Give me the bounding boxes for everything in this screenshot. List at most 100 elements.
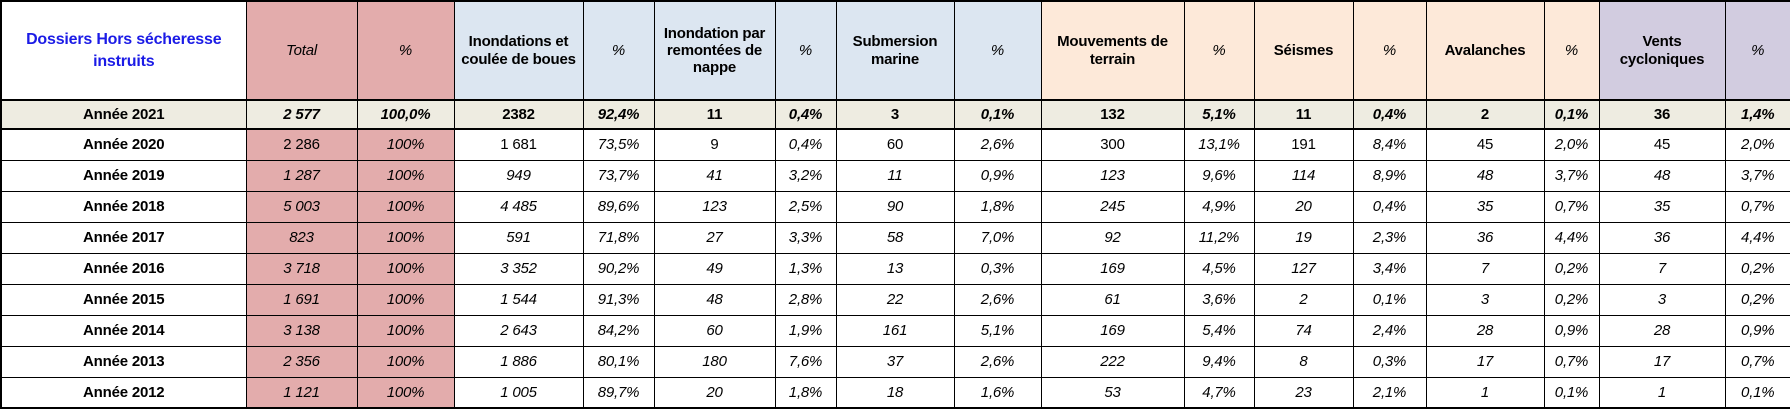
column-header-9: %	[1183, 0, 1255, 101]
table-cell: 35	[1425, 190, 1545, 223]
table-row: Année 2018 5 003 100% 4 485 89,6% 123 2,5% 90 1,…	[0, 190, 1790, 223]
table-cell: 823	[245, 221, 358, 254]
table-cell: 100%	[356, 283, 455, 316]
table-cell: 1 121	[245, 376, 358, 409]
table-cell: 8	[1253, 345, 1354, 378]
table-cell: 3,2%	[774, 159, 837, 192]
table-cell: 0,3%	[953, 252, 1042, 285]
table-cell: 300	[1040, 128, 1185, 161]
table-cell: 0,2%	[1543, 252, 1600, 285]
column-header-3: %	[582, 0, 655, 101]
table-cell: 100%	[356, 221, 455, 254]
table-cell: 80,1%	[582, 345, 655, 378]
table-cell: 0,2%	[1724, 252, 1790, 285]
table-cell: 60	[653, 314, 776, 347]
table-cell: 2,3%	[1352, 221, 1427, 254]
table-cell: 19	[1253, 221, 1354, 254]
table-cell: 90,2%	[582, 252, 655, 285]
table-cell: 100%	[356, 159, 455, 192]
table-cell: 949	[453, 159, 584, 192]
row-label: Année 2013	[0, 345, 247, 378]
table-cell: 2,6%	[953, 345, 1042, 378]
table-cell: 2	[1253, 283, 1354, 316]
table-cell: 2,4%	[1352, 314, 1427, 347]
table-cell: 100,0%	[356, 99, 455, 130]
column-header-0: Total	[245, 0, 358, 101]
table-cell: 37	[835, 345, 955, 378]
table-cell: 22	[835, 283, 955, 316]
table-cell: 100%	[356, 314, 455, 347]
row-label: Année 2015	[0, 283, 247, 316]
table-cell: 89,6%	[582, 190, 655, 223]
table-cell: 73,5%	[582, 128, 655, 161]
table-cell: 0,9%	[1543, 314, 1600, 347]
table-cell: 591	[453, 221, 584, 254]
table-cell: 23	[1253, 376, 1354, 409]
table-cell: 7	[1598, 252, 1726, 285]
row-label: Année 2019	[0, 159, 247, 192]
table-cell: 2,0%	[1724, 128, 1790, 161]
table-cell: 4,5%	[1183, 252, 1255, 285]
table-cell: 73,7%	[582, 159, 655, 192]
table-cell: 60	[835, 128, 955, 161]
column-header-15: %	[1724, 0, 1790, 101]
table-cell: 36	[1425, 221, 1545, 254]
row-label: Année 2021	[0, 99, 247, 130]
table-cell: 36	[1598, 221, 1726, 254]
table-cell: 11	[835, 159, 955, 192]
table-cell: 1,8%	[774, 376, 837, 409]
table-row: Année 2017 823 100% 591 71,8% 27 3,3% 58 7,0% 92 1…	[0, 221, 1790, 254]
table-cell: 2	[1425, 99, 1545, 130]
table-cell: 9,6%	[1183, 159, 1255, 192]
table-cell: 61	[1040, 283, 1185, 316]
table-cell: 123	[1040, 159, 1185, 192]
table-cell: 17	[1598, 345, 1726, 378]
column-header-14: Vents cycloniques	[1598, 0, 1726, 101]
table-cell: 48	[653, 283, 776, 316]
table-cell: 2382	[453, 99, 584, 130]
table-cell: 2,0%	[1543, 128, 1600, 161]
table-cell: 4 485	[453, 190, 584, 223]
table-cell: 100%	[356, 190, 455, 223]
table-cell: 100%	[356, 252, 455, 285]
table-cell: 53	[1040, 376, 1185, 409]
column-header-2: Inondations et coulée de boues	[453, 0, 584, 101]
table-cell: 161	[835, 314, 955, 347]
table-cell: 89,7%	[582, 376, 655, 409]
table-cell: 1	[1598, 376, 1726, 409]
table-cell: 92,4%	[582, 99, 655, 130]
table-cell: 4,4%	[1724, 221, 1790, 254]
table-cell: 41	[653, 159, 776, 192]
table-cell: 222	[1040, 345, 1185, 378]
table-cell: 0,2%	[1543, 283, 1600, 316]
table-cell: 2 286	[245, 128, 358, 161]
column-header-11: %	[1352, 0, 1427, 101]
table-title: Dossiers Hors sécheresse instruits	[1, 1, 247, 101]
table-cell: 17	[1425, 345, 1545, 378]
table-cell: 28	[1425, 314, 1545, 347]
column-header-12: Avalanches	[1425, 0, 1545, 101]
table-cell: 8,4%	[1352, 128, 1427, 161]
table-cell: 0,7%	[1543, 190, 1600, 223]
row-label: Année 2018	[0, 190, 247, 223]
table-cell: 132	[1040, 99, 1185, 130]
table-cell: 0,7%	[1724, 190, 1790, 223]
table-cell: 4,7%	[1183, 376, 1255, 409]
table-cell: 2,5%	[774, 190, 837, 223]
table-cell: 100%	[356, 128, 455, 161]
table-cell: 5,4%	[1183, 314, 1255, 347]
table-cell: 3 718	[245, 252, 358, 285]
table-row: Année 2015 1 691 100% 1 544 91,3% 48 2,8% 22 2,6…	[0, 283, 1790, 316]
table-cell: 36	[1598, 99, 1726, 130]
table-cell: 11	[653, 99, 776, 130]
table-cell: 0,1%	[1543, 376, 1600, 409]
table-cell: 28	[1598, 314, 1726, 347]
table-cell: 0,1%	[1724, 376, 1790, 409]
table-cell: 84,2%	[582, 314, 655, 347]
table-cell: 45	[1425, 128, 1545, 161]
column-header-7: %	[953, 0, 1042, 101]
table-cell: 1	[1425, 376, 1545, 409]
table-cell: 0,7%	[1724, 345, 1790, 378]
table-cell: 13,1%	[1183, 128, 1255, 161]
table-cell: 1 005	[453, 376, 584, 409]
